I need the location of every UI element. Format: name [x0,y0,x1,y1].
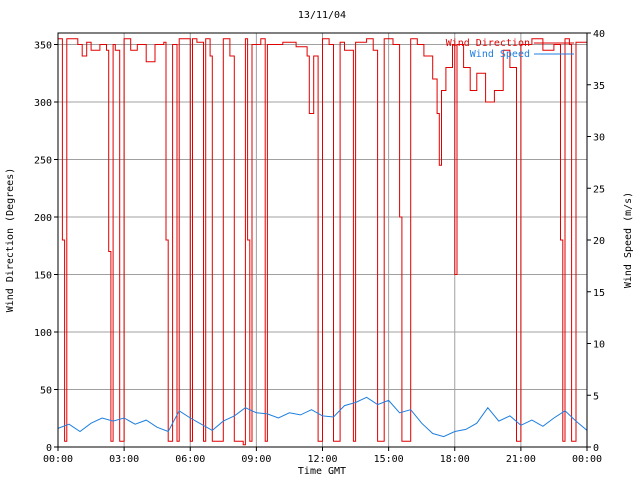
legend-label-direction: Wind Direction [446,38,530,49]
x-axis-label: Time GMT [298,466,346,477]
y-left-tick-label: 150 [34,271,52,282]
y-right-tick-label: 40 [593,29,605,40]
series-layer [57,38,588,446]
y-right-tick-label: 5 [593,391,599,402]
x-tick-label: 03:00 [109,454,139,465]
x-tick-label: 00:00 [572,454,602,465]
series-wind-speed [57,396,588,438]
y-right-tick-label: 30 [593,133,605,144]
y-axis-label-left: Wind Direction (Degrees) [5,168,16,313]
x-tick-label: 09:00 [241,454,271,465]
y-left-tick-label: 0 [46,443,52,454]
y-left-tick-label: 250 [34,156,52,167]
legend-label-speed: Wind Speed [470,49,530,60]
y-left-tick-label: 350 [34,41,52,52]
x-tick-label: 21:00 [506,454,536,465]
chart-title: 13/11/04 [298,10,346,21]
y-left-tick-label: 200 [34,213,52,224]
x-tick-label: 06:00 [175,454,205,465]
legend: Wind Direction Wind Speed [446,38,574,60]
y-right-tick-label: 35 [593,81,605,92]
y-left-tick-label: 100 [34,328,52,339]
series-wind-direction [58,38,588,446]
y-right-tick-label: 25 [593,184,605,195]
y-right-tick-label: 15 [593,288,605,299]
y-axis-label-right: Wind Speed (m/s) [623,192,634,288]
y-right-tick-label: 20 [593,236,605,247]
x-tick-label: 15:00 [374,454,404,465]
y-left-tick-label: 300 [34,98,52,109]
axis-ticks: 00:00 03:00 06:00 09:00 12:00 15:00 18:00 21:00… [34,29,605,465]
y-left-tick-label: 50 [40,386,52,397]
x-tick-label: 18:00 [440,454,470,465]
y-right-tick-label: 10 [593,340,605,351]
x-tick-label: 12:00 [307,454,337,465]
x-tick-label: 00:00 [43,454,73,465]
y-right-tick-label: 0 [593,443,599,454]
